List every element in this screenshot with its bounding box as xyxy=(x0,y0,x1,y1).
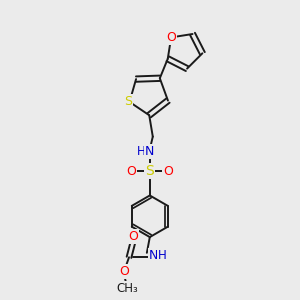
Text: O: O xyxy=(126,165,136,178)
Text: H: H xyxy=(158,249,167,262)
Text: N: N xyxy=(145,145,154,158)
Text: O: O xyxy=(163,165,173,178)
Text: CH₃: CH₃ xyxy=(117,282,138,295)
Text: O: O xyxy=(128,230,138,243)
Text: O: O xyxy=(166,31,176,44)
Text: O: O xyxy=(120,265,130,278)
Text: H: H xyxy=(136,145,145,158)
Text: N: N xyxy=(149,249,158,262)
Text: S: S xyxy=(124,95,132,108)
Text: S: S xyxy=(146,164,154,178)
